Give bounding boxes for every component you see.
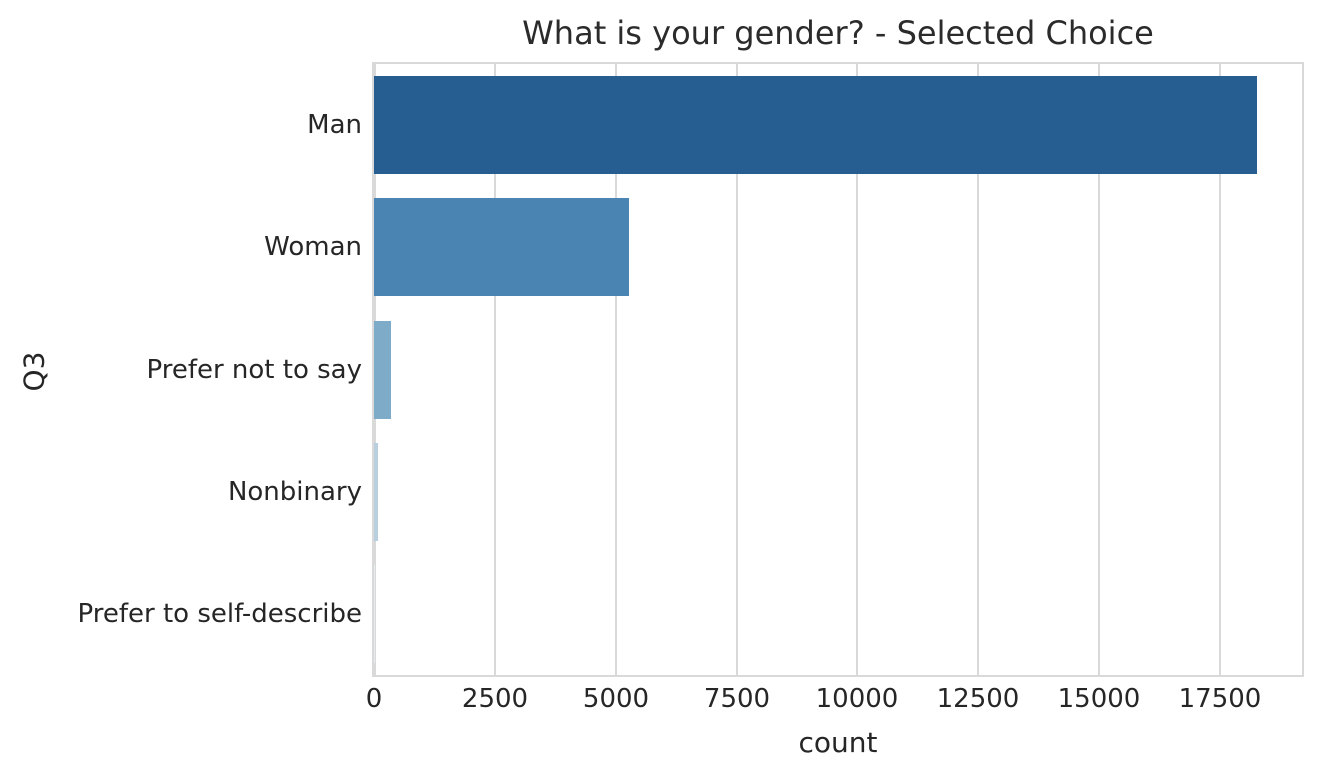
gridline-x-17500	[1218, 64, 1221, 675]
x-tick-label-15000: 15000	[1057, 684, 1141, 714]
bar-prefer-to-self-describe	[374, 565, 376, 663]
x-tick-label-2500: 2500	[461, 684, 529, 714]
x-tick-label-12500: 12500	[936, 684, 1020, 714]
x-tick-label-5000: 5000	[582, 684, 650, 714]
y-tick-label-nonbinary: Nonbinary	[227, 477, 362, 507]
gridline-x-5000	[614, 64, 617, 675]
plot-area	[372, 62, 1304, 677]
gridline-x-12500	[977, 64, 980, 675]
y-tick-label-prefer-to-self-describe: Prefer to self-describe	[77, 599, 362, 629]
y-axis-label: Q3	[17, 351, 51, 392]
x-tick-label-10000: 10000	[815, 684, 899, 714]
y-tick-label-man: Man	[307, 110, 362, 140]
x-tick-label-7500: 7500	[703, 684, 771, 714]
bar-woman	[374, 198, 630, 296]
y-tick-label-prefer-not-to-say: Prefer not to say	[146, 355, 362, 385]
chart-title: What is your gender? - Selected Choice	[522, 14, 1154, 52]
y-tick-label-woman: Woman	[264, 232, 362, 262]
gridline-x-15000	[1098, 64, 1100, 675]
bar-nonbinary	[374, 443, 378, 541]
x-axis-label: count	[798, 726, 878, 759]
bar-prefer-not-to-say	[374, 321, 391, 419]
bar-man	[374, 76, 1257, 174]
x-tick-label-17500: 17500	[1178, 684, 1262, 714]
gridline-x-7500	[735, 64, 738, 675]
gridline-x-2500	[493, 64, 496, 675]
x-tick-label-0: 0	[365, 684, 383, 714]
gridline-x-10000	[856, 64, 859, 675]
